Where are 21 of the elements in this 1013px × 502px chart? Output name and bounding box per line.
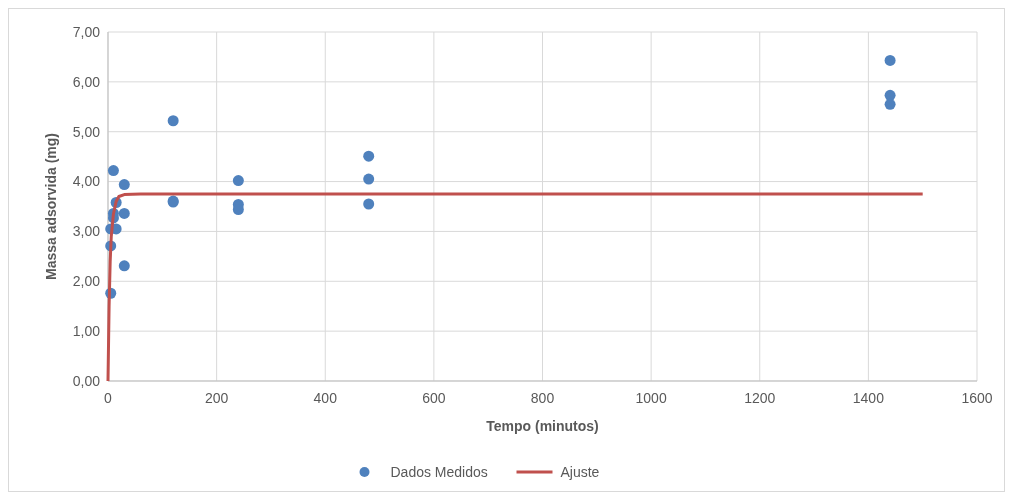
x-tick-label: 800 [530, 390, 555, 406]
y-tick-label: 4,00 [72, 173, 101, 190]
x-tick-label: 200 [204, 390, 229, 406]
y-tick-label: 7,00 [72, 23, 101, 40]
y-tick-label: 0,00 [72, 372, 101, 389]
y-tick-label: 5,00 [72, 123, 101, 140]
x-tick-label: 400 [313, 390, 338, 406]
x-tick-label: 1600 [961, 390, 993, 406]
y-tick-label: 2,00 [72, 273, 101, 290]
x-tick-label: 1400 [852, 390, 885, 406]
legend-label: Dados Medidos [390, 463, 488, 480]
x-axis-title: Tempo (minutos) [486, 418, 599, 434]
legend-label: Ajuste [560, 463, 600, 480]
x-tick-label: 0 [104, 390, 113, 406]
x-tick-label: 600 [422, 390, 446, 406]
y-tick-label: 6,00 [72, 73, 101, 90]
x-tick-label: 1200 [744, 390, 776, 406]
x-tick-label: 1000 [635, 390, 667, 406]
y-axis-title: Massa adsorvida (mg) [43, 132, 59, 281]
y-tick-label: 1,00 [72, 323, 101, 340]
y-tick-label: 3,00 [72, 223, 101, 240]
